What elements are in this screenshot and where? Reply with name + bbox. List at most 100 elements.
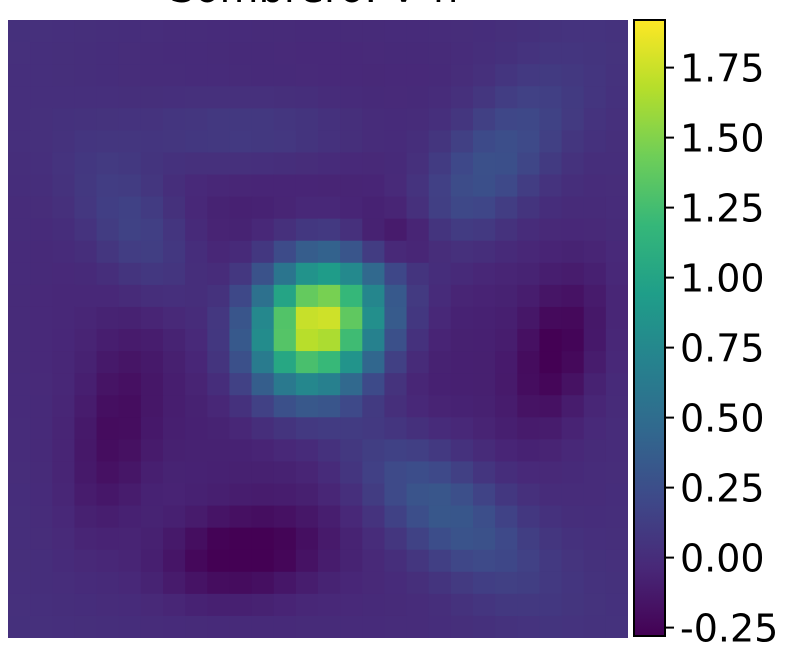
heatmap-cell	[163, 461, 186, 485]
heatmap-cell	[74, 42, 98, 65]
colorbar-tick-label: 1.00	[680, 257, 765, 301]
heatmap-cell	[473, 329, 496, 352]
heatmap-cell	[251, 593, 275, 617]
heatmap-cell	[495, 218, 518, 242]
heatmap-cell	[140, 64, 164, 87]
heatmap-cell	[74, 174, 98, 198]
heatmap-cell	[473, 174, 496, 198]
heatmap-cell	[362, 395, 386, 418]
heatmap-cell	[185, 64, 208, 87]
heatmap-cell	[74, 108, 98, 131]
heatmap-cell	[140, 42, 164, 65]
heatmap-cell	[583, 196, 607, 220]
heatmap-cell	[428, 196, 452, 220]
heatmap-cell	[163, 329, 186, 352]
heatmap-cell	[74, 395, 98, 418]
heatmap-cell	[207, 505, 231, 529]
heatmap-cell	[450, 64, 474, 87]
heatmap-cell	[185, 284, 208, 308]
heatmap-cell	[450, 174, 474, 198]
heatmap-cell	[561, 373, 585, 396]
heatmap-cell	[583, 42, 607, 65]
heatmap-cell	[52, 439, 76, 463]
heatmap-cell	[450, 461, 474, 485]
heatmap-cell	[318, 593, 341, 617]
heatmap-cell	[140, 373, 164, 396]
heatmap-cell	[384, 240, 408, 264]
heatmap-cell	[340, 549, 363, 573]
heatmap-cell	[561, 42, 585, 65]
heatmap-cell	[185, 329, 208, 352]
heatmap-cell	[450, 593, 474, 617]
heatmap-cell	[229, 152, 253, 176]
heatmap-cell	[384, 395, 408, 418]
heatmap-cell	[185, 130, 208, 154]
heatmap-cell	[140, 527, 164, 551]
heatmap-cell	[340, 439, 363, 463]
heatmap-cell	[428, 240, 452, 264]
heatmap-cell	[96, 42, 120, 65]
heatmap-cell	[229, 196, 253, 220]
heatmap-cell	[96, 130, 120, 154]
heatmap-cell	[118, 571, 142, 595]
heatmap-cell	[428, 174, 452, 198]
heatmap-cell	[295, 86, 319, 109]
heatmap-cell	[318, 329, 341, 352]
heatmap-cell	[295, 527, 319, 551]
heatmap-cell	[539, 439, 563, 463]
heatmap-cell	[428, 218, 452, 242]
heatmap-cell	[251, 417, 275, 440]
heatmap-cell	[583, 306, 607, 330]
heatmap-cell	[561, 86, 585, 109]
heatmap-cell	[406, 262, 430, 286]
heatmap-cell	[583, 240, 607, 264]
heatmap-cell	[30, 549, 53, 573]
heatmap-cell	[495, 615, 518, 638]
heatmap-cell	[163, 86, 186, 109]
heatmap-cell	[495, 306, 518, 330]
heatmap-cell	[295, 615, 319, 638]
heatmap-cell	[118, 527, 142, 551]
heatmap-cell	[8, 218, 31, 242]
heatmap-cell	[229, 174, 253, 198]
heatmap-cell	[384, 108, 408, 131]
heatmap-cell	[384, 615, 408, 638]
heatmap-cell	[340, 86, 363, 109]
heatmap-cell	[406, 505, 430, 529]
heatmap-cell	[362, 42, 386, 65]
heatmap-cell	[428, 306, 452, 330]
heatmap-cell	[185, 373, 208, 396]
heatmap-cell	[30, 20, 53, 43]
heatmap-cell	[495, 86, 518, 109]
heatmap-cell	[340, 461, 363, 485]
heatmap-cell	[273, 306, 297, 330]
heatmap-cell	[8, 20, 31, 43]
heatmap-cell	[473, 439, 496, 463]
heatmap-cell	[96, 196, 120, 220]
heatmap-cell	[428, 329, 452, 352]
heatmap-cell	[605, 108, 628, 131]
heatmap-cell	[96, 306, 120, 330]
heatmap-cell	[140, 329, 164, 352]
heatmap-cell	[605, 196, 628, 220]
heatmap-cell	[561, 262, 585, 286]
heatmap-cell	[185, 42, 208, 65]
heatmap-cell	[163, 306, 186, 330]
heatmap-cell	[605, 42, 628, 65]
heatmap-cell	[561, 395, 585, 418]
heatmap-cell	[295, 196, 319, 220]
heatmap-cell	[318, 262, 341, 286]
heatmap-cell	[52, 20, 76, 43]
heatmap-cell	[384, 329, 408, 352]
heatmap-cell	[185, 439, 208, 463]
heatmap-cell	[185, 20, 208, 43]
heatmap-cell	[583, 505, 607, 529]
heatmap-cell	[30, 571, 53, 595]
heatmap-cell	[229, 86, 253, 109]
heatmap-cell	[605, 395, 628, 418]
heatmap-cell	[495, 483, 518, 507]
heatmap-cell	[163, 284, 186, 308]
heatmap-cell	[96, 86, 120, 109]
heatmap-cell	[207, 240, 231, 264]
heatmap-cell	[473, 108, 496, 131]
